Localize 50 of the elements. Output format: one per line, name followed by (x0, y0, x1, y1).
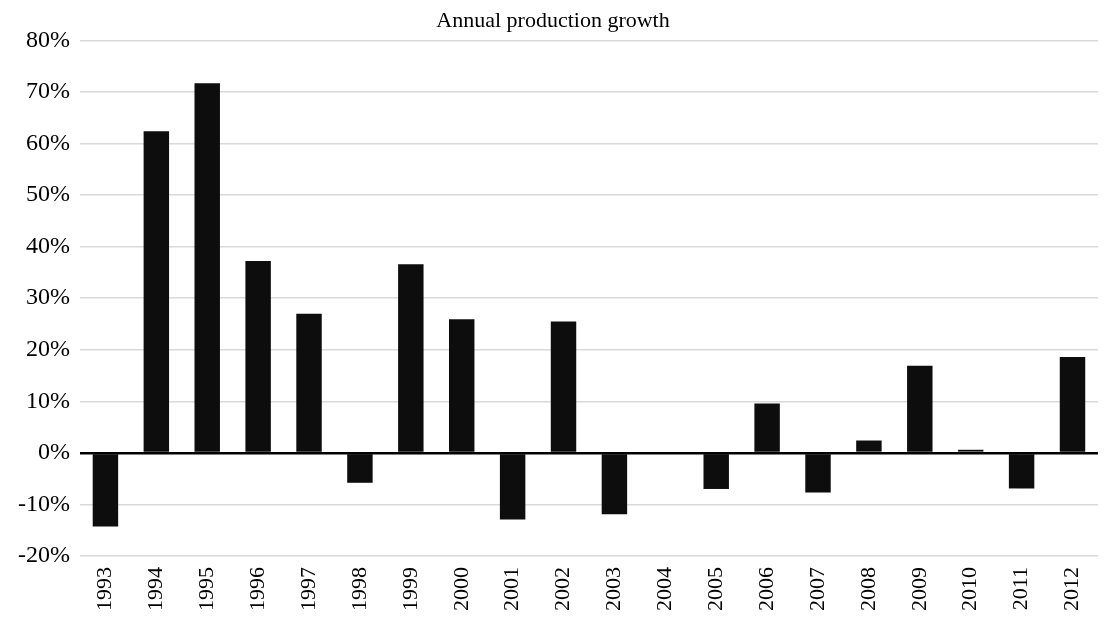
bar (1008, 454, 1035, 489)
y-tick-label: 40% (25, 231, 70, 258)
x-tick-label: 2011 (1007, 567, 1033, 611)
x-tick-label: 1995 (193, 567, 219, 611)
bar (499, 454, 526, 520)
bar (907, 365, 933, 452)
x-tick-label: 2009 (905, 567, 931, 611)
y-tick-label: 80% (25, 25, 70, 52)
bar (805, 454, 831, 493)
y-tick-label: 60% (25, 128, 70, 155)
bar (143, 131, 170, 452)
y-tick-label: 10% (25, 386, 70, 413)
bar (601, 454, 628, 515)
x-tick-label: 2010 (956, 567, 982, 611)
x-tick-label: 2012 (1058, 567, 1084, 611)
x-tick-label: 1997 (294, 567, 320, 611)
bar (1059, 356, 1086, 452)
bar (449, 319, 475, 452)
bar (398, 264, 424, 452)
bar (92, 454, 119, 527)
bar (347, 454, 373, 483)
bar (550, 321, 577, 452)
x-tick-label: 1993 (91, 567, 117, 611)
bar (245, 261, 271, 452)
bar (296, 313, 322, 452)
x-tick-label: 2002 (549, 567, 575, 611)
x-tick-label: 2004 (651, 567, 677, 611)
x-tick-label: 1996 (243, 567, 269, 611)
y-tick-label: 50% (25, 180, 70, 207)
x-tick-label: 2005 (701, 567, 727, 611)
y-tick-label: 70% (25, 77, 70, 104)
bar (194, 83, 220, 452)
y-tick-label: 20% (25, 335, 70, 362)
bar (754, 403, 780, 452)
x-tick-label: 2003 (600, 567, 626, 611)
x-tick-label: 2006 (752, 567, 778, 611)
y-tick-label: 30% (25, 283, 70, 310)
bar (703, 454, 729, 489)
bar (856, 440, 882, 452)
x-tick-label: 2001 (498, 567, 524, 611)
y-tick-label: 0% (37, 438, 70, 465)
x-tick-label: 2000 (447, 567, 473, 611)
y-tick-label: -10% (18, 489, 70, 516)
x-tick-label: 2007 (803, 567, 829, 611)
chart-title: Annual production growth (436, 6, 670, 32)
x-tick-label: 1999 (396, 567, 422, 611)
x-tick-label: 1998 (345, 567, 371, 611)
x-tick-label: 1994 (142, 567, 168, 611)
x-tick-label: 2008 (854, 567, 880, 611)
y-tick-label: -20% (18, 541, 70, 568)
